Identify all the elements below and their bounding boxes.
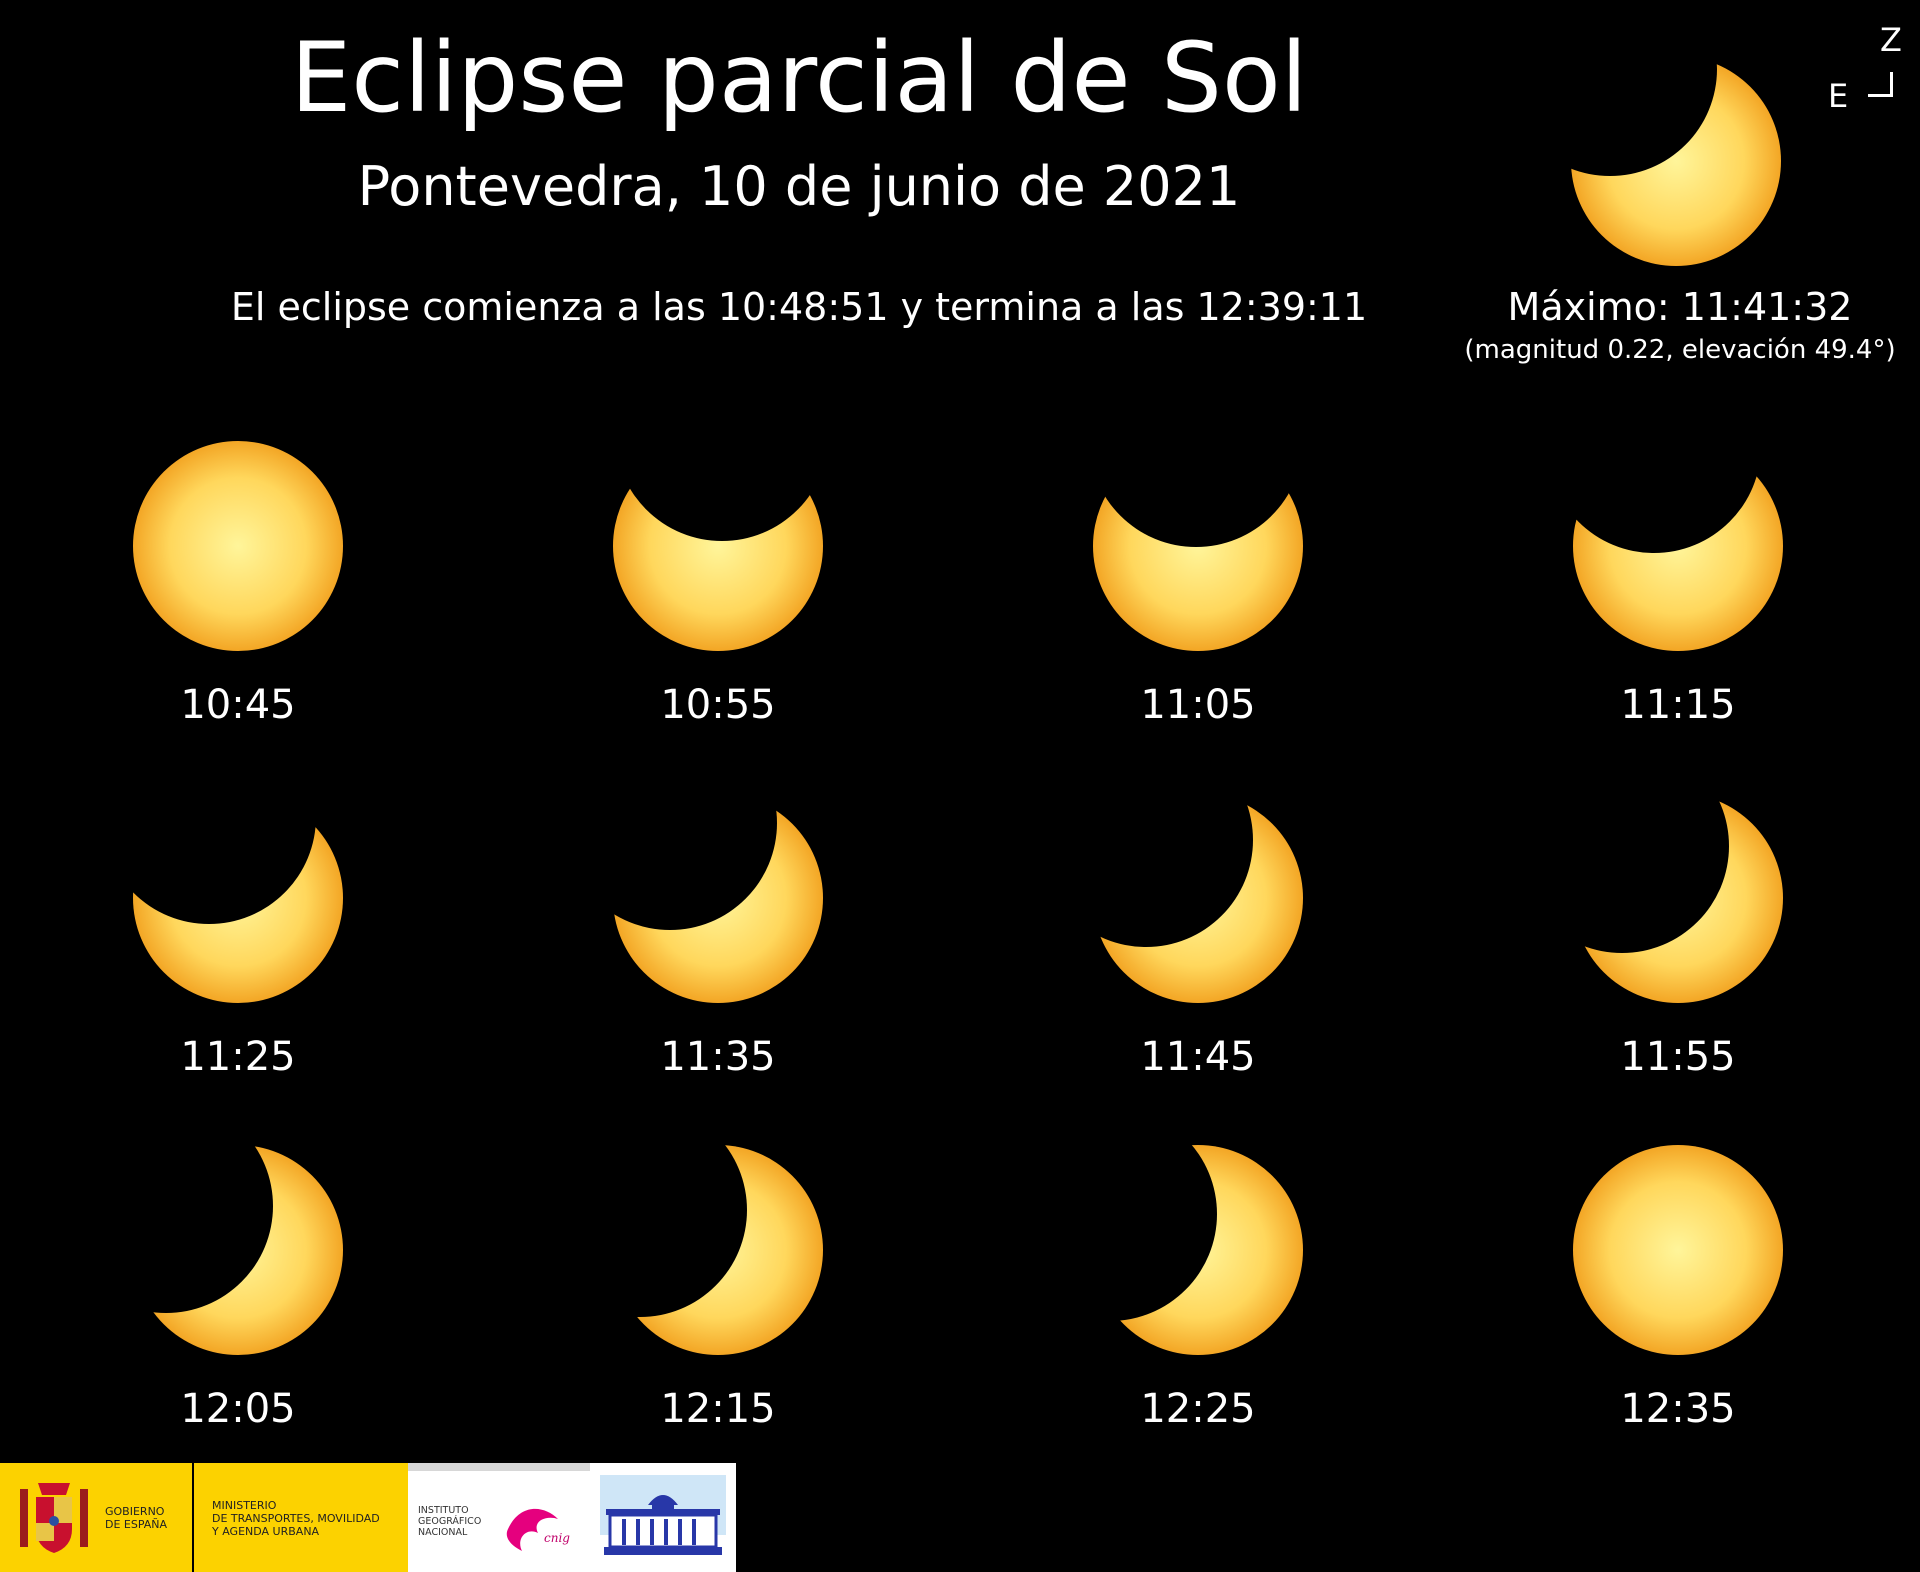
eclipse-phase-1225	[1088, 1140, 1308, 1360]
sun-image	[608, 1140, 823, 1355]
moon-disk	[128, 1140, 273, 1313]
sun-maximum-image	[1566, 51, 1781, 266]
cnig-text: cnig	[544, 1531, 570, 1545]
east-label: E	[1828, 77, 1849, 115]
phase-time-label: 11:05	[1140, 682, 1256, 728]
sun-image	[128, 788, 343, 1003]
maximum-details: (magnitud 0.22, elevación 49.4°)	[1464, 335, 1896, 365]
moon-disk	[1088, 788, 1253, 947]
sun-disk	[133, 441, 343, 651]
logo-gobierno-espana: GOBIERNO DE ESPAÑA	[0, 1463, 192, 1572]
moon-disk	[1566, 51, 1717, 176]
eclipse-phase-1205	[128, 1140, 348, 1360]
phase-time-label: 11:55	[1620, 1034, 1736, 1080]
institutional-logos: GOBIERNO DE ESPAÑA MINISTERIO DE TRANSPO…	[0, 1463, 736, 1572]
moon-disk	[608, 788, 777, 930]
zenith-label: Z	[1880, 21, 1902, 59]
eclipse-phase-1235	[1568, 1140, 1788, 1360]
phase-time-label: 12:05	[180, 1386, 296, 1432]
eclipse-phase-1055	[608, 436, 828, 656]
sun-image	[608, 788, 823, 1003]
sun-maximum	[1566, 51, 1786, 271]
eclipse-phase-1125	[128, 788, 348, 1008]
moon-disk	[608, 1140, 747, 1317]
phase-time-label: 11:15	[1620, 682, 1736, 728]
phase-time-label: 11:35	[660, 1034, 776, 1080]
orientation-corner-icon	[1868, 72, 1893, 97]
page-title: Eclipse parcial de Sol	[290, 22, 1308, 134]
sun-image	[128, 1140, 343, 1355]
sun-image	[1088, 788, 1303, 1003]
sun-image	[1568, 436, 1783, 651]
maximum-time: Máximo: 11:41:32	[1507, 285, 1853, 329]
phase-time-label: 12:15	[660, 1386, 776, 1432]
page-subtitle: Pontevedra, 10 de junio de 2021	[357, 155, 1241, 218]
gobierno-text: GOBIERNO DE ESPAÑA	[105, 1505, 168, 1531]
phase-time-label: 11:25	[180, 1034, 296, 1080]
moon-disk	[1568, 788, 1729, 953]
phase-time-label: 10:45	[180, 682, 296, 728]
phase-time-label: 12:35	[1620, 1386, 1736, 1432]
sun-image	[1088, 1140, 1303, 1355]
eclipse-phase-1115	[1568, 436, 1788, 656]
eclipse-phase-1045	[128, 436, 348, 656]
moon-disk	[1568, 436, 1761, 553]
phase-time-label: 10:55	[660, 682, 776, 728]
sun-disk	[1573, 1145, 1783, 1355]
phase-time-label: 12:25	[1140, 1386, 1256, 1432]
ministerio-text: MINISTERIO DE TRANSPORTES, MOVILIDAD Y A…	[212, 1499, 380, 1538]
logo-ign: INSTITUTO GEOGRÁFICO NACIONAL cnig	[408, 1463, 590, 1572]
sun-image	[1089, 436, 1303, 651]
eclipse-phase-1215	[608, 1140, 828, 1360]
observatory-building-icon	[600, 1475, 726, 1555]
logo-ministerio: MINISTERIO DE TRANSPORTES, MOVILIDAD Y A…	[194, 1463, 408, 1572]
eclipse-phase-1155	[1568, 788, 1788, 1008]
eclipse-time-range: El eclipse comienza a las 10:48:51 y ter…	[230, 285, 1368, 329]
sun-image	[1568, 788, 1783, 1003]
eclipse-phase-1135	[608, 788, 828, 1008]
phase-time-label: 11:45	[1140, 1034, 1256, 1080]
sun-image	[1573, 1145, 1783, 1355]
moon-disk	[1088, 1140, 1217, 1321]
ign-text: INSTITUTO GEOGRÁFICO NACIONAL	[418, 1505, 482, 1538]
eclipse-phase-1105	[1088, 436, 1308, 656]
eclipse-phase-1145	[1088, 788, 1308, 1008]
moon-disk	[128, 788, 316, 924]
sun-image	[133, 441, 343, 651]
orientation-indicator: Z E	[1812, 21, 1912, 115]
moon-disk	[1089, 436, 1303, 547]
cnig-swoosh-icon	[506, 1508, 558, 1551]
sun-image	[613, 436, 828, 651]
logo-building	[590, 1463, 736, 1572]
moon-disk	[615, 436, 828, 541]
coat-of-arms-icon	[20, 1483, 88, 1553]
